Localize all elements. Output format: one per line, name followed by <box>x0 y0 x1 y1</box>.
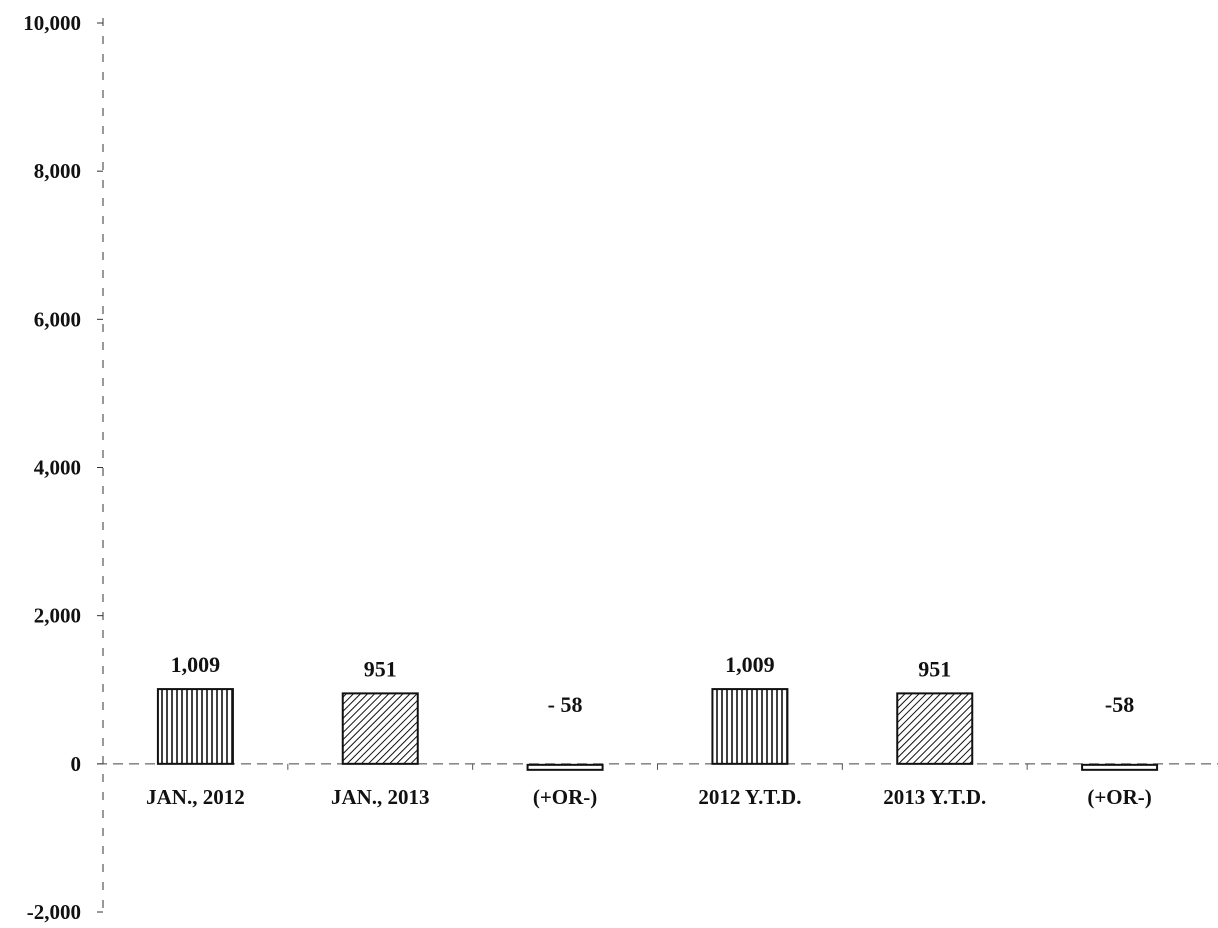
data-label: 951 <box>918 656 951 681</box>
data-labels: 1,009 951 - 58 1,009 951 -58 <box>171 652 1135 717</box>
category-label: JAN., 2013 <box>331 785 430 809</box>
y-tick-label: 6,000 <box>34 307 81 331</box>
y-tick-label: 4,000 <box>34 456 81 480</box>
y-tick-label: 0 <box>71 752 82 776</box>
category-label: (+OR-) <box>533 785 597 809</box>
y-tick-label: 10,000 <box>23 11 81 35</box>
data-label: -58 <box>1105 692 1134 717</box>
bar <box>1081 763 1159 771</box>
data-label: 1,009 <box>725 652 775 677</box>
data-label: 1,009 <box>171 652 221 677</box>
bar <box>711 688 789 765</box>
bars <box>156 688 1159 771</box>
y-tick-labels: 10,000 8,000 6,000 4,000 2,000 0 -2,000 <box>23 11 81 924</box>
y-tick-label: 2,000 <box>34 604 81 628</box>
category-label: JAN., 2012 <box>146 785 245 809</box>
data-label: 951 <box>364 656 397 681</box>
y-axis: 10,000 8,000 6,000 4,000 2,000 0 -2,000 <box>23 11 1028 924</box>
category-labels: JAN., 2012 JAN., 2013 (+OR-) 2012 Y.T.D. 201… <box>146 785 1152 809</box>
y-tick-marks <box>97 22 1028 913</box>
y-tick-label: -2,000 <box>27 900 81 924</box>
data-label: - 58 <box>548 692 583 717</box>
bar <box>896 692 974 765</box>
y-tick-label: 8,000 <box>34 159 81 183</box>
bar <box>341 692 419 765</box>
bar <box>156 688 234 765</box>
bar <box>526 763 604 771</box>
category-label: 2013 Y.T.D. <box>883 785 986 809</box>
category-label: 2012 Y.T.D. <box>698 785 801 809</box>
category-label: (+OR-) <box>1087 785 1151 809</box>
